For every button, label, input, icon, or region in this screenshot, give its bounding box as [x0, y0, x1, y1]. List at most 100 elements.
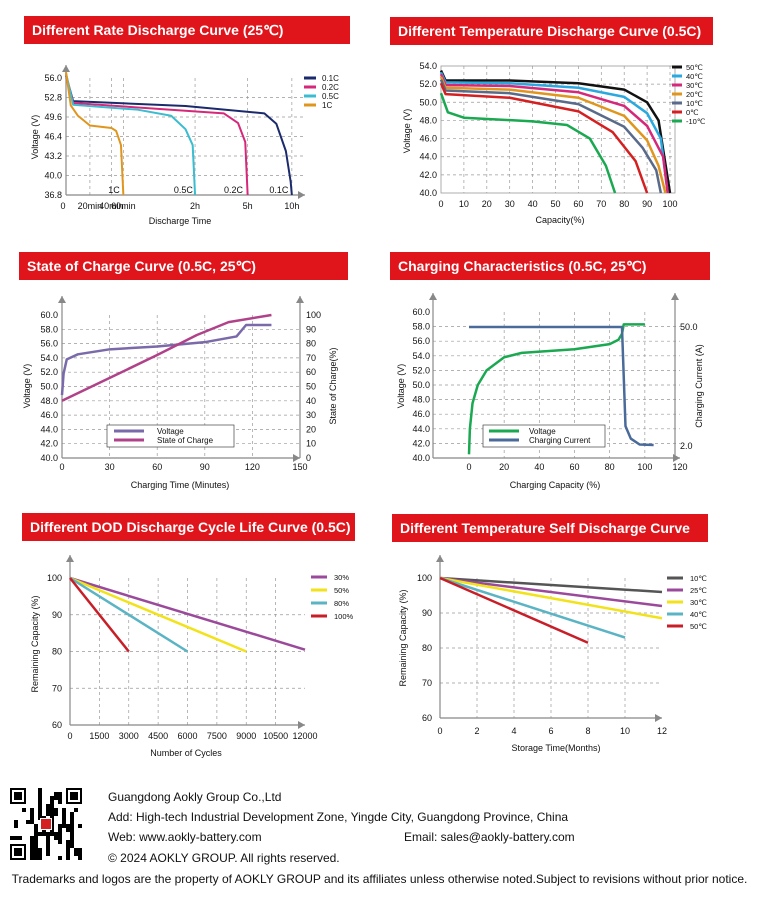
x-tick-label: 10500 [263, 731, 288, 741]
company-web: Web: www.aokly-battery.com [108, 830, 262, 844]
y-tick-label: 44.0 [412, 424, 430, 434]
x-tick-label: 6 [548, 726, 553, 736]
x-tick-label: 120 [245, 462, 260, 472]
x-axis-label: Number of Cycles [150, 748, 222, 758]
y2-axis-label: State of Charge(%) [328, 347, 338, 424]
x-tick-label: 30 [505, 199, 515, 209]
y-tick-label: 90 [52, 610, 62, 620]
legend-label: 100% [334, 612, 354, 621]
y2-tick-label: 70 [306, 353, 316, 363]
x-tick-label: 3000 [119, 731, 139, 741]
chart-title-dod: Different DOD Discharge Cycle Life Curve… [22, 513, 355, 541]
axis-arrow-icon [671, 293, 679, 300]
series-line [439, 576, 663, 594]
y-tick-label: 90 [422, 608, 432, 618]
legend-label: 50℃ [690, 622, 707, 631]
x-tick-label: 0 [437, 726, 442, 736]
axis-arrow-icon [293, 454, 300, 462]
chart-title-charging: Charging Characteristics (0.5C, 25℃) [390, 252, 710, 280]
y-tick-label: 58.0 [40, 324, 58, 334]
plot-frame [440, 65, 676, 194]
series-line [69, 576, 189, 653]
y-tick-label: 46.0 [412, 409, 430, 419]
company-name: Guangdong Aokly Group Co.,Ltd [108, 790, 282, 804]
x-tick-label: 30 [105, 462, 115, 472]
x-tick-label: 100 [662, 199, 677, 209]
series-line [69, 576, 247, 653]
axis-arrow-icon [296, 296, 304, 303]
y2-axis-label: Charging Current (A) [694, 344, 704, 428]
y-tick-label: 43.2 [44, 151, 62, 161]
x-tick-label: 120 [672, 462, 687, 472]
y-tick-label: 46.0 [40, 410, 58, 420]
legend-label: 0.2C [322, 83, 339, 92]
series-line [65, 75, 293, 196]
y2-tick-label: 100 [306, 310, 321, 320]
legend-label: Voltage [157, 427, 184, 436]
axis-arrow-icon [436, 555, 444, 562]
y-tick-label: 52.0 [412, 365, 430, 375]
y-tick-label: 44.0 [40, 424, 58, 434]
x-tick-label: 12 [657, 726, 667, 736]
y2-tick-label: 50.0 [680, 322, 698, 332]
x-tick-label: 20 [482, 199, 492, 209]
x-tick-label: 0 [59, 462, 64, 472]
footer: Guangdong Aokly Group Co.,Ltd Add: High-… [0, 780, 759, 911]
legend-label: -10℃ [686, 117, 706, 126]
y2-tick-label: 80 [306, 339, 316, 349]
y-tick-label: 46.4 [44, 132, 62, 142]
series-line [69, 577, 130, 653]
y-tick-label: 60.0 [412, 307, 430, 317]
curve-label: 0.2C [224, 185, 244, 195]
y-tick-label: 56.0 [40, 339, 58, 349]
series-line [469, 325, 654, 447]
series-line [439, 576, 589, 644]
series-line [439, 70, 672, 194]
y-axis-label: Remaining Capacity (%) [398, 589, 408, 686]
legend-label: 20℃ [686, 90, 703, 99]
x-tick-label: 6000 [177, 731, 197, 741]
legend-label: State of Charge [157, 436, 214, 445]
legend-box [106, 424, 235, 448]
legend-label: 40℃ [690, 610, 707, 619]
y-tick-label: 60 [422, 713, 432, 723]
legend-label: 0℃ [686, 108, 699, 117]
x-tick-label: 60 [573, 199, 583, 209]
x-tick-label: 80 [605, 462, 615, 472]
series-line [60, 323, 272, 396]
x-tick-label: 60 [152, 462, 162, 472]
axis-arrow-icon [298, 191, 305, 199]
x-tick-label: 0 [67, 731, 72, 741]
y-tick-label: 52.8 [44, 93, 62, 103]
curve-label: 1C [108, 185, 120, 195]
legend-label: 30% [334, 573, 349, 582]
x-tick-label: 90 [642, 199, 652, 209]
y2-tick-label: 90 [306, 324, 316, 334]
x-tick-label: 8 [585, 726, 590, 736]
y-tick-label: 58.0 [412, 322, 430, 332]
series-line [467, 323, 645, 455]
series-line [439, 576, 626, 639]
x-tick-label: 7500 [207, 731, 227, 741]
axis-arrow-icon [62, 65, 70, 72]
y-tick-label: 36.8 [44, 190, 62, 200]
x-tick-label: 10h [284, 201, 299, 211]
x-axis-label: Charging Time (Minutes) [131, 480, 230, 490]
x-tick-label: 80 [619, 199, 629, 209]
series-line [439, 576, 663, 620]
series-line [439, 82, 649, 194]
series-line [61, 313, 272, 402]
chart-title-soc: State of Charge Curve (0.5C, 25℃) [19, 252, 348, 280]
y-tick-label: 50.0 [40, 382, 58, 392]
y-tick-label: 40.0 [44, 171, 62, 181]
axis-arrow-icon [429, 293, 437, 300]
chart-title-temperature: Different Temperature Discharge Curve (0… [390, 17, 713, 45]
x-axis-label: Capacity(%) [535, 215, 584, 225]
y-tick-label: 80 [422, 643, 432, 653]
curve-label: 0.1C [269, 185, 289, 195]
y-tick-label: 50.0 [419, 97, 437, 107]
trademark-notice: Trademarks and logos are the property of… [11, 872, 748, 886]
x-tick-label: 0 [438, 199, 443, 209]
y2-tick-label: 30 [306, 410, 316, 420]
